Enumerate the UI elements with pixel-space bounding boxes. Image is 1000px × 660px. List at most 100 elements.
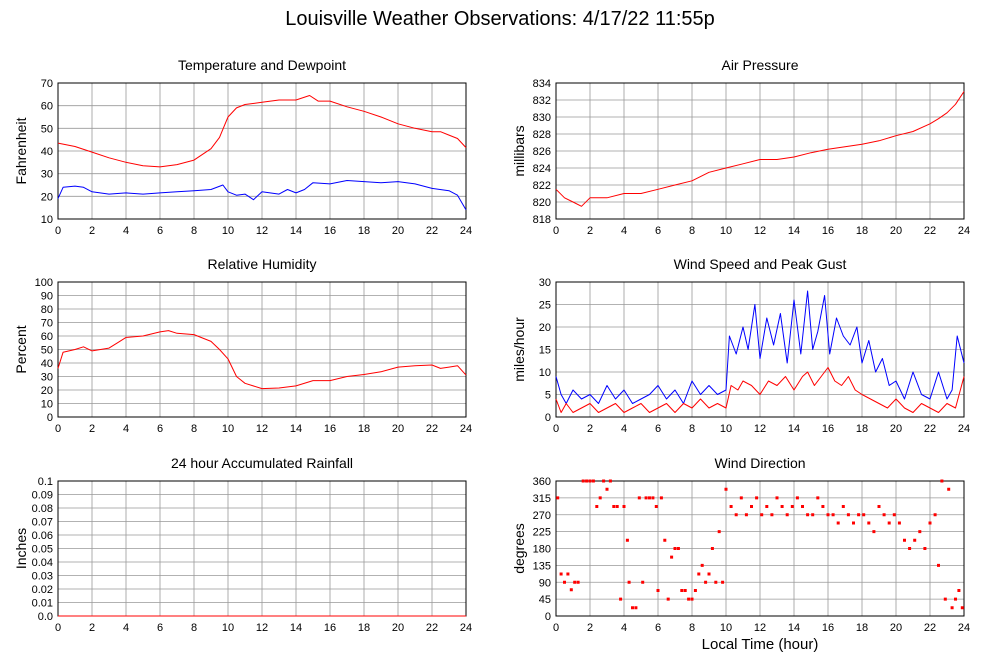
data-point [625,538,629,542]
data-point [918,530,922,534]
data-point [755,496,759,500]
y-tick-label: 40 [41,358,53,370]
data-point [892,513,896,517]
data-point [634,606,638,610]
data-point [957,589,961,592]
data-point [887,521,891,525]
data-point [641,580,645,584]
data-point [619,597,623,601]
y-tick-label: 30 [41,372,53,384]
y-tick-label: 225 [533,527,551,539]
x-tick-label: 0 [553,622,559,634]
y-tick-label: 5 [545,390,551,402]
x-tick-label: 6 [157,423,163,435]
chart-title: Wind Speed and Peak Gust [674,256,847,272]
data-point [602,479,606,483]
data-point [790,505,794,508]
data-point [903,538,906,542]
x-tick-label: 24 [460,423,472,435]
x-tick-label: 20 [890,423,902,435]
x-tick-label: 20 [392,423,404,435]
data-point [933,513,937,517]
x-tick-label: 2 [89,423,95,435]
y-tick-label: 0.07 [32,517,53,529]
y-tick-label: 60 [41,331,53,343]
x-tick-label: 8 [191,225,197,237]
data-point [913,538,917,542]
y-tick-label: 10 [41,399,53,411]
x-tick-label: 4 [123,423,129,435]
y-tick-label: 180 [533,544,551,556]
data-point [821,505,825,508]
data-point [750,505,753,508]
x-tick-label: 12 [754,622,766,634]
x-tick-label: 10 [222,225,234,237]
y-tick-label: 20 [41,385,53,397]
y-tick-label: 0.1 [38,476,53,488]
x-tick-label: 14 [290,225,302,237]
data-point [729,505,733,508]
data-point [673,547,677,550]
x-tick-label: 10 [720,622,732,634]
x-tick-label: 10 [720,225,732,237]
x-tick-label: 12 [754,423,766,435]
x-tick-label: 10 [222,423,234,435]
data-point [857,513,861,517]
data-point [595,505,599,508]
page-title: Louisville Weather Observations: 4/17/22… [285,8,715,30]
x-tick-label: 24 [460,225,472,237]
x-tick-label: 2 [587,622,593,634]
x-tick-label: 8 [689,622,695,634]
x-tick-label: 24 [958,622,970,634]
data-point [937,563,940,567]
data-point [680,589,684,592]
data-point [605,487,609,491]
data-point [801,505,804,508]
y-tick-label: 834 [533,78,551,90]
y-tick-label: 135 [533,560,551,572]
data-point [654,505,658,508]
data-point [666,597,670,601]
data-point [908,547,912,550]
data-point [670,555,674,559]
data-point [581,479,585,483]
series-line-1 [57,95,467,168]
y-axis-label: degrees [511,523,527,574]
y-axis-label: millibars [511,125,527,176]
plot-frame [555,281,965,418]
data-point [721,580,725,584]
data-point [831,513,835,517]
x-tick-label: 0 [553,225,559,237]
x-tick-label: 6 [157,622,163,634]
data-point [841,505,845,508]
data-point [760,513,764,517]
data-point [714,580,718,584]
x-tick-label: 0 [55,225,61,237]
y-axis-label: Inches [13,528,29,569]
x-tick-label: 20 [392,225,404,237]
x-tick-label: 16 [822,225,834,237]
data-point [960,606,964,610]
y-tick-label: 25 [539,300,551,312]
data-point [877,505,881,508]
x-tick-label: 0 [553,423,559,435]
data-point [573,580,577,584]
x-tick-label: 16 [324,225,336,237]
y-tick-label: 50 [41,123,53,135]
chart-title: Relative Humidity [208,256,317,272]
y-axis-label: Percent [13,325,29,373]
x-tick-label: 18 [856,423,868,435]
data-point [588,479,592,483]
chart-title: Wind Direction [714,455,805,471]
y-tick-label: 0.06 [32,530,53,542]
x-tick-label: 22 [426,622,438,634]
x-tick-label: 10 [720,423,732,435]
data-point [627,580,631,584]
data-point [707,572,711,576]
data-point [637,496,641,500]
x-tick-label: 6 [655,622,661,634]
